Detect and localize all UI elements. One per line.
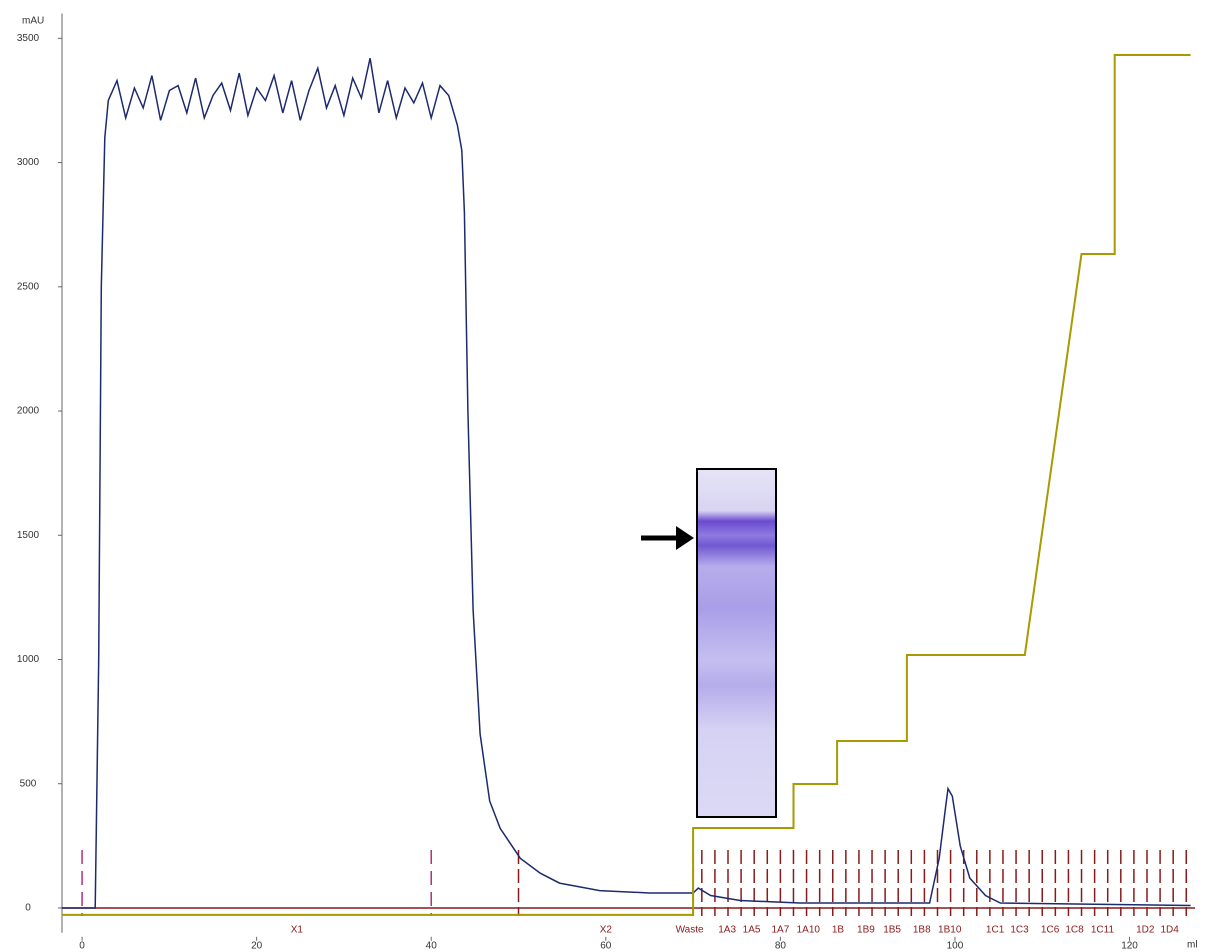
fraction-label: 1D2 bbox=[1136, 924, 1155, 935]
y-axis-label: mAU bbox=[22, 16, 44, 27]
fraction-label: 1A7 bbox=[771, 924, 789, 935]
page: {"chart_data": {"type": "line", "ylabel"… bbox=[0, 0, 1211, 952]
x-tick-label: 60 bbox=[600, 940, 612, 951]
fraction-label: 1C1 bbox=[986, 924, 1005, 935]
y-tick-label: 2500 bbox=[17, 281, 40, 292]
fraction-label: Waste bbox=[676, 924, 704, 935]
y-tick-label: 3000 bbox=[17, 157, 40, 168]
x-tick-label: 120 bbox=[1121, 940, 1138, 951]
fraction-label: 1B bbox=[832, 924, 845, 935]
fraction-label: 1C8 bbox=[1065, 924, 1084, 935]
x-tick-label: 40 bbox=[426, 940, 438, 951]
fraction-label: 1A5 bbox=[743, 924, 761, 935]
y-tick-label: 1500 bbox=[17, 530, 40, 541]
fraction-label: 1B10 bbox=[938, 924, 962, 935]
gel-image bbox=[697, 469, 776, 817]
x-tick-label: 0 bbox=[79, 940, 85, 951]
fraction-label: 1B8 bbox=[913, 924, 931, 935]
y-tick-label: 500 bbox=[20, 778, 37, 789]
plot-layer: 0 500 1000 1500 2000 2500 3000 3500 0 20 40 60 80 100… bbox=[17, 14, 1195, 952]
x-tick-label: 20 bbox=[251, 940, 263, 951]
x-axis-label: ml bbox=[1187, 940, 1198, 951]
fraction-label: X1 bbox=[291, 924, 304, 935]
fraction-label: 1B5 bbox=[883, 924, 901, 935]
fraction-label: X2 bbox=[600, 924, 613, 935]
chart: mAU ml 0 500 1000 1500 2000 2500 3000 3500 0 20 40… bbox=[0, 0, 1211, 952]
fraction-label: 1C11 bbox=[1091, 924, 1115, 935]
fraction-label: 1A3 bbox=[718, 924, 736, 935]
arrow-head bbox=[676, 526, 694, 550]
series-line bbox=[62, 58, 1191, 908]
y-tick-label: 1000 bbox=[17, 654, 40, 665]
gel-inset bbox=[641, 469, 776, 817]
x-tick-label: 80 bbox=[775, 940, 787, 951]
series-line bbox=[62, 55, 1191, 915]
fraction-label: 1B9 bbox=[857, 924, 875, 935]
y-tick-label: 2000 bbox=[17, 406, 40, 417]
y-tick-label: 0 bbox=[25, 903, 31, 914]
fraction-label: 1C6 bbox=[1041, 924, 1060, 935]
fraction-label: 1A10 bbox=[797, 924, 821, 935]
fraction-label: 1C3 bbox=[1010, 924, 1029, 935]
fraction-label: 1D4 bbox=[1161, 924, 1180, 935]
x-tick-label: 100 bbox=[947, 940, 964, 951]
y-tick-label: 3500 bbox=[17, 33, 40, 44]
